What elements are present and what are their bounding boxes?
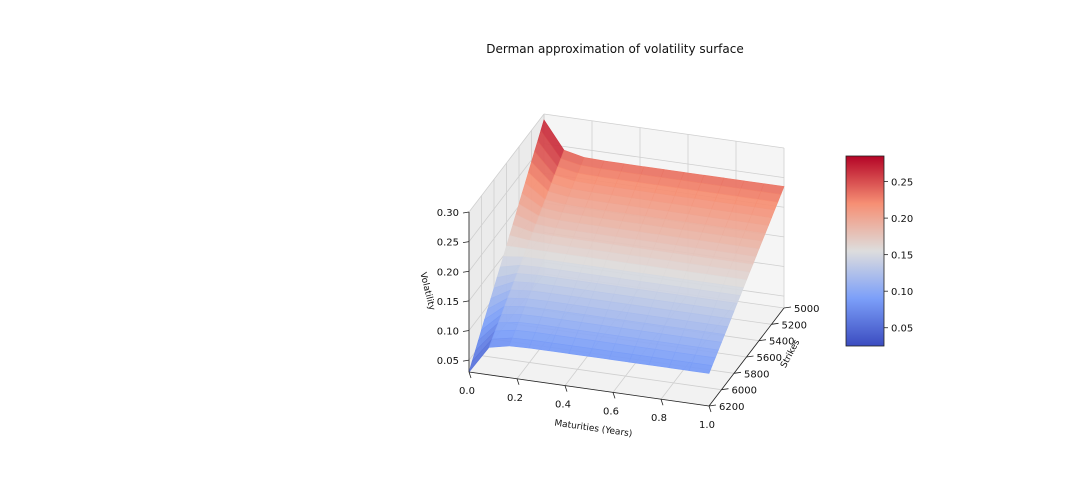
- colorbar-tick-label: 0.25: [891, 178, 913, 189]
- surface-patch: [488, 337, 513, 348]
- y-tick-label: 5400: [769, 337, 794, 348]
- y-tick: [783, 306, 792, 309]
- x-tick: [708, 405, 712, 413]
- colorbar-tick-label: 0.15: [891, 251, 913, 262]
- z-tick-label: 0.25: [437, 238, 459, 249]
- surface-patch: [501, 305, 526, 315]
- y-tick: [708, 404, 717, 407]
- gridline: [468, 113, 545, 213]
- x-tick: [660, 399, 664, 406]
- x-axis-label: Maturities (Years): [554, 419, 633, 440]
- surface-patch: [507, 289, 532, 300]
- y-tick-label: 5800: [744, 369, 769, 380]
- x-tick-label: 0.0: [459, 386, 475, 397]
- y-tick-label: 5000: [794, 304, 819, 315]
- x-axis-line: [468, 371, 710, 407]
- surface-patch: [504, 297, 529, 307]
- y-tick: [721, 388, 729, 391]
- x-tick-label: 0.8: [651, 413, 667, 424]
- surface-patch: [510, 281, 535, 292]
- z-tick-label: 0.10: [437, 327, 459, 338]
- y-tick-label: 6200: [719, 402, 744, 413]
- z-tick: [462, 211, 470, 214]
- z-tick-label: 0.05: [437, 356, 459, 367]
- x-tick: [516, 378, 520, 385]
- chart-title: Derman approximation of volatility surfa…: [486, 42, 744, 56]
- x-tick-label: 0.4: [555, 400, 571, 411]
- surface-patch: [688, 362, 713, 374]
- x-tick-label: 1.0: [699, 420, 715, 431]
- colorbar-tick-label: 0.20: [891, 214, 913, 225]
- colorbar-tick-label: 0.05: [891, 324, 913, 335]
- z-tick-label: 0.30: [437, 208, 459, 219]
- colorbar: [845, 155, 885, 347]
- z-tick: [462, 300, 470, 303]
- y-tick-label: 5200: [782, 320, 807, 331]
- z-tick: [462, 359, 470, 362]
- z-tick: [462, 241, 470, 244]
- y-tick: [746, 355, 754, 358]
- x-tick-label: 0.6: [603, 406, 619, 417]
- x-tick-label: 0.2: [507, 393, 523, 404]
- y-tick-label: 6000: [732, 386, 757, 397]
- gridline: [543, 113, 785, 149]
- gridline: [543, 143, 785, 179]
- colorbar-tick-label: 0.10: [891, 287, 913, 298]
- y-tick: [733, 371, 742, 374]
- z-axis-label: Volatility: [417, 271, 436, 312]
- y-tick: [758, 339, 767, 342]
- gridline: [481, 355, 722, 391]
- gridline: [468, 143, 545, 242]
- y-tick-label: 5600: [757, 353, 782, 364]
- x-tick: [564, 385, 568, 392]
- x-tick: [468, 371, 472, 379]
- z-tick-label: 0.20: [437, 267, 459, 278]
- x-tick: [612, 392, 616, 399]
- y-tick: [771, 322, 779, 325]
- surface-patch: [497, 314, 522, 324]
- z-tick-label: 0.15: [437, 297, 459, 308]
- z-tick: [462, 330, 470, 332]
- z-tick: [462, 270, 470, 273]
- surface-patch: [494, 321, 519, 332]
